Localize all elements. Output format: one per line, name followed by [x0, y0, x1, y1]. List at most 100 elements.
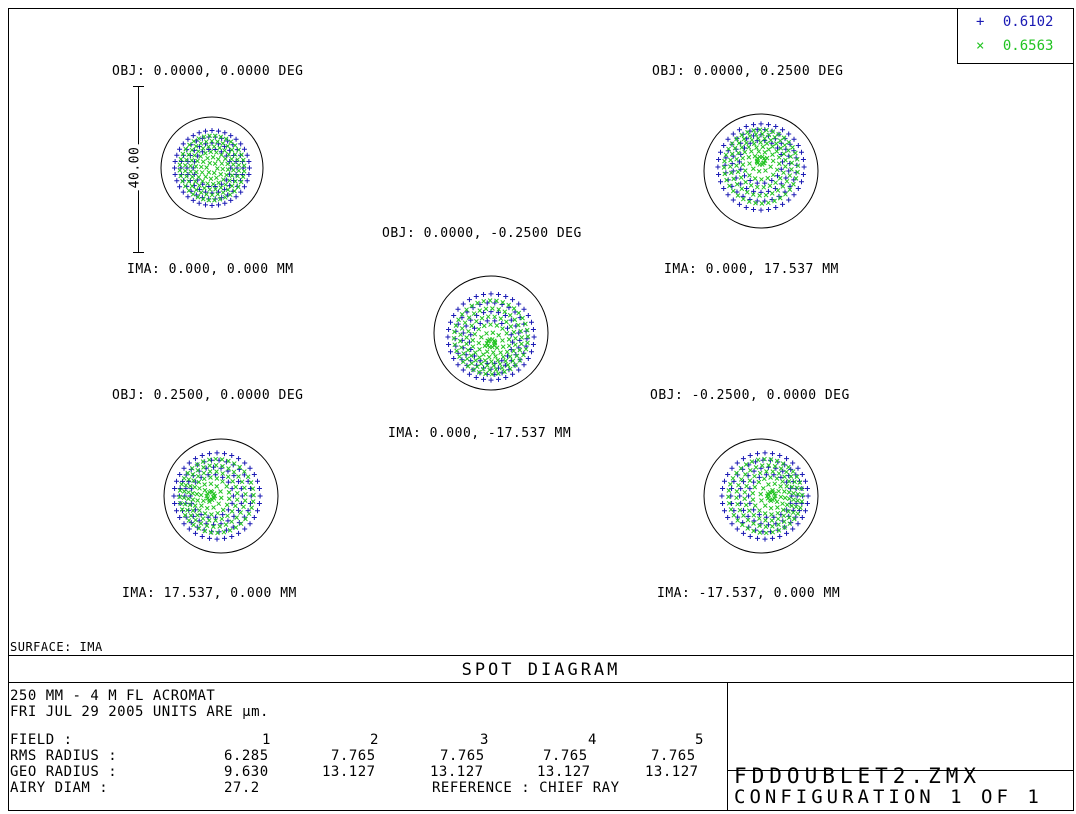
- ray-cross-marker: [218, 185, 224, 190]
- ray-plus-marker: [481, 376, 487, 382]
- ray-cross-marker: [196, 174, 202, 180]
- ray-cross-marker: [736, 140, 742, 146]
- ray-cross-marker: [784, 178, 790, 184]
- ray-cross-marker: [178, 500, 183, 506]
- ray-cross-marker: [201, 498, 206, 504]
- ray-plus-marker: [238, 141, 244, 147]
- ray-cross-marker: [179, 481, 184, 487]
- ray-cross-marker: [229, 519, 235, 525]
- rms-value: 7.765: [331, 748, 376, 764]
- ray-cross-marker: [180, 151, 186, 157]
- ray-cross-marker: [735, 501, 740, 507]
- ray-cross-marker: [230, 162, 236, 167]
- ray-cross-marker: [207, 160, 213, 166]
- ray-plus-marker: [751, 133, 757, 139]
- ray-cross-marker: [202, 528, 208, 534]
- ray-cross-marker: [235, 184, 241, 190]
- ray-cross-marker: [768, 164, 773, 170]
- ray-plus-marker: [468, 332, 474, 338]
- spot-4-ima-label: IMA: 17.537, 0.000 MM: [122, 586, 297, 601]
- ray-cross-marker: [182, 183, 188, 189]
- wavelength-legend: + 0.6102 × 0.6563: [957, 8, 1074, 64]
- ray-cross-marker: [474, 364, 480, 370]
- ray-plus-marker: [233, 136, 239, 142]
- ray-plus-marker: [508, 332, 514, 338]
- field-number: 5: [695, 732, 704, 748]
- ray-plus-marker: [214, 536, 220, 542]
- ray-cross-marker: [786, 464, 791, 470]
- ray-cross-marker: [742, 168, 748, 173]
- ray-cross-marker: [506, 337, 512, 342]
- ray-cross-marker: [183, 146, 189, 152]
- ray-cross-marker: [799, 486, 804, 492]
- ray-plus-marker: [786, 131, 792, 137]
- ray-cross-marker: [756, 168, 762, 174]
- ray-plus-marker: [741, 479, 747, 485]
- ray-cross-marker: [770, 469, 776, 475]
- ray-cross-marker: [757, 127, 763, 133]
- ray-cross-marker: [239, 479, 245, 485]
- ray-cross-marker: [500, 338, 505, 343]
- ray-plus-marker: [196, 200, 202, 206]
- ray-cross-marker: [219, 516, 225, 522]
- ray-cross-marker: [774, 148, 780, 154]
- ray-cross-marker: [241, 504, 246, 510]
- ray-cross-marker: [235, 157, 240, 162]
- ray-cross-marker: [729, 141, 735, 146]
- spot-3-obj-label: OBJ: 0.0000, -0.2500 DEG: [382, 226, 582, 241]
- ray-cross-marker: [231, 461, 237, 466]
- ray-plus-marker: [778, 181, 784, 187]
- ray-cross-marker: [197, 508, 202, 513]
- ray-cross-marker: [794, 485, 800, 491]
- ray-cross-marker: [234, 497, 240, 503]
- ray-cross-marker: [457, 354, 462, 359]
- ray-cross-marker: [186, 489, 191, 495]
- legend-wavelength-1: 0.6102: [1002, 14, 1054, 30]
- ray-plus-marker: [718, 179, 724, 185]
- ray-cross-marker: [218, 489, 223, 494]
- ray-cross-marker: [198, 190, 204, 196]
- spot-3-ima-label: IMA: 0.000, -17.537 MM: [388, 426, 572, 441]
- ray-cross-marker: [469, 303, 475, 309]
- ray-cross-marker: [184, 174, 189, 179]
- geo-value: 9.630: [224, 764, 269, 780]
- ray-plus-marker: [174, 478, 180, 484]
- ray-cross-marker: [724, 177, 729, 183]
- surface-label: SURFACE: IMA: [10, 640, 103, 654]
- ray-plus-marker: [231, 473, 237, 479]
- ray-plus-marker: [451, 312, 457, 318]
- ray-cross-marker: [518, 328, 524, 334]
- ray-cross-marker: [749, 149, 754, 154]
- ray-cross-marker: [207, 187, 213, 192]
- ray-plus-marker: [736, 127, 742, 133]
- ray-cross-marker: [737, 507, 743, 513]
- ray-cross-marker: [491, 363, 497, 368]
- ray-plus-marker: [455, 362, 461, 368]
- ray-cross-marker: [793, 176, 799, 181]
- ray-cross-marker: [763, 524, 769, 530]
- ray-cross-marker: [484, 349, 490, 354]
- ray-cross-marker: [206, 144, 211, 150]
- ray-plus-marker: [800, 171, 806, 177]
- ray-cross-marker: [777, 138, 783, 144]
- reference-label: REFERENCE : CHIEF RAY: [432, 780, 620, 796]
- ray-cross-marker: [759, 201, 765, 206]
- ray-plus-marker: [466, 371, 472, 377]
- ray-cross-marker: [465, 347, 471, 353]
- ray-cross-marker: [752, 503, 758, 508]
- ray-plus-marker: [784, 530, 790, 536]
- ray-cross-marker: [778, 145, 784, 151]
- scale-bar-top-tick: [133, 86, 144, 87]
- ray-plus-marker: [756, 474, 762, 480]
- ray-cross-marker: [494, 298, 499, 304]
- ray-cross-marker: [186, 152, 191, 157]
- ray-cross-marker: [755, 136, 761, 141]
- ray-cross-marker: [246, 511, 252, 517]
- ray-plus-marker: [763, 472, 769, 478]
- ray-cross-marker: [752, 473, 757, 479]
- ray-cross-marker: [502, 369, 507, 375]
- legend-wavelength-2: 0.6563: [1002, 38, 1054, 54]
- ray-cross-marker: [506, 302, 512, 308]
- ray-cross-marker: [458, 332, 463, 338]
- ray-plus-marker: [227, 159, 233, 165]
